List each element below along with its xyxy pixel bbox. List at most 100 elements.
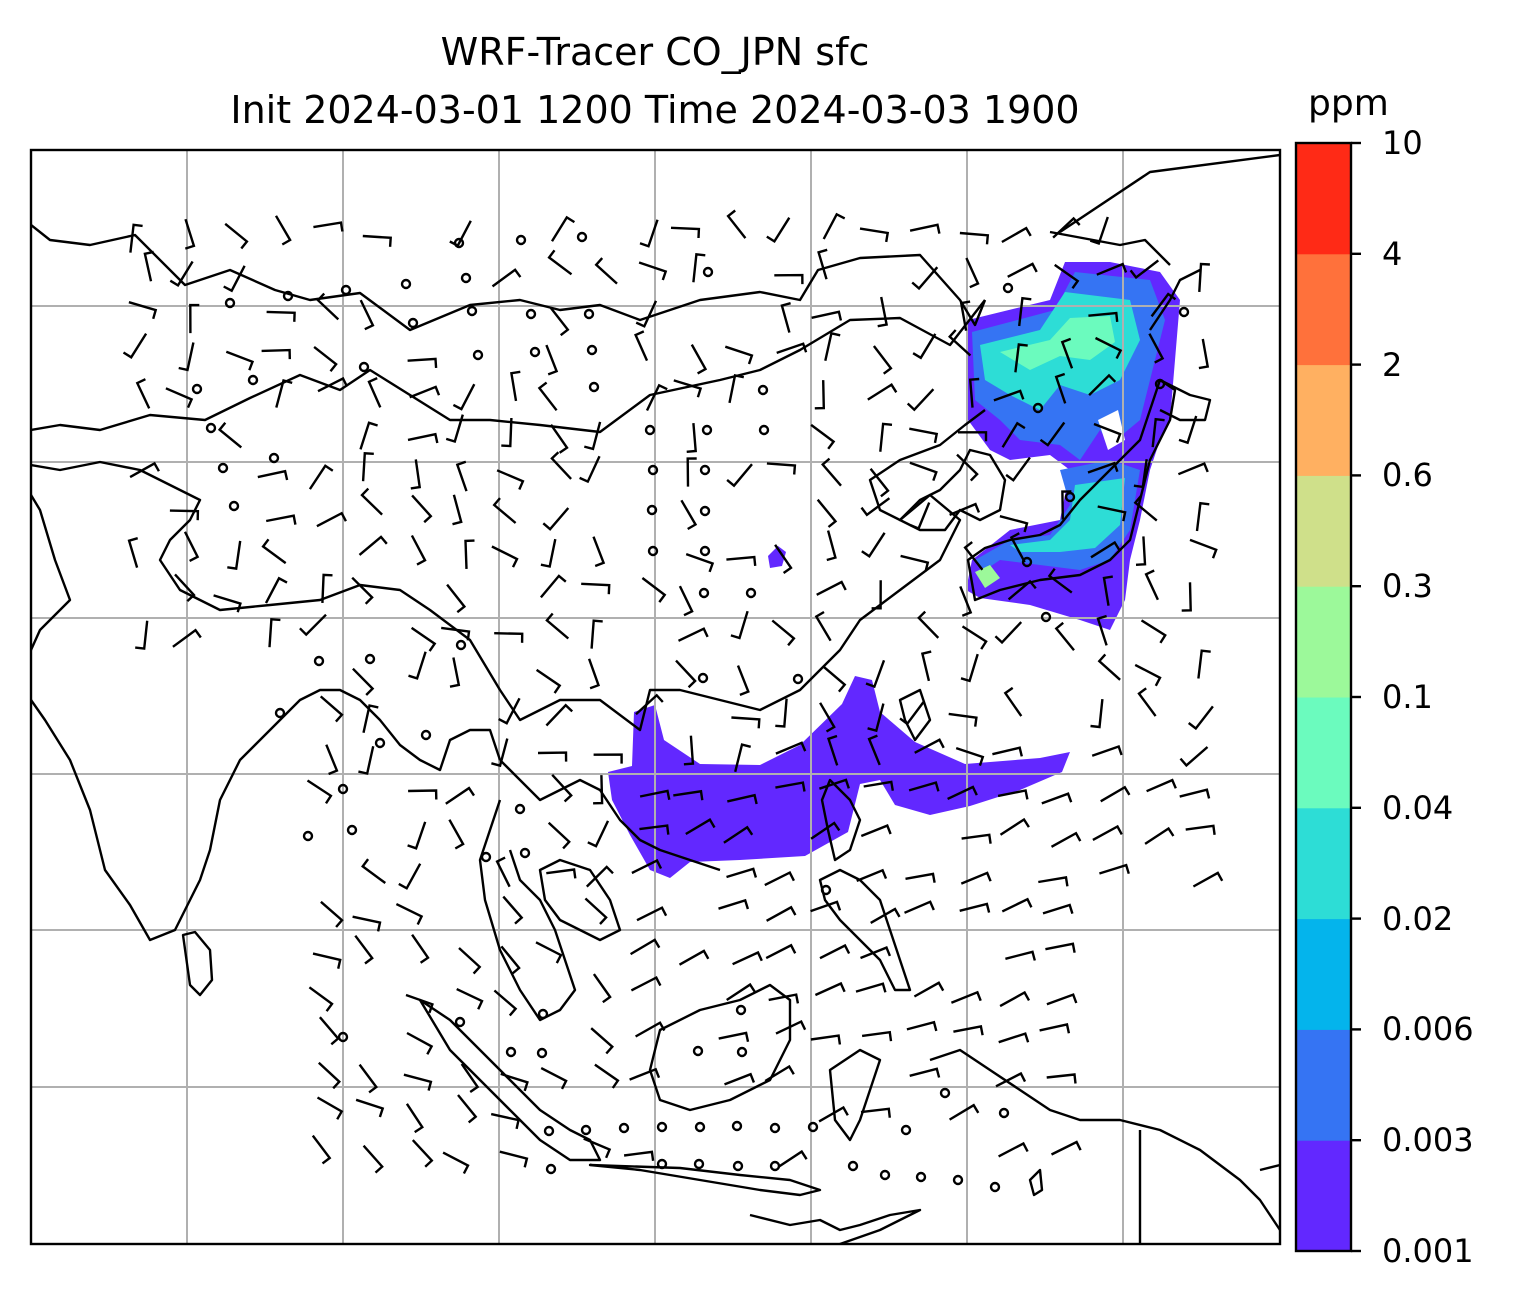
wind-barb <box>441 626 471 641</box>
wind-barb <box>456 988 484 1010</box>
calm-wind-circle <box>472 349 484 361</box>
wind-barb <box>129 223 143 253</box>
wind-barb <box>877 296 889 328</box>
wind-barb <box>690 344 708 375</box>
wind-barb <box>491 268 522 288</box>
wind-barb <box>818 1105 849 1123</box>
wind-barb <box>165 387 194 409</box>
wind-barb <box>358 535 388 556</box>
wind-barb <box>362 234 392 247</box>
wind-barb <box>316 292 340 321</box>
calm-wind-circle <box>820 884 832 896</box>
wind-barb <box>491 545 519 568</box>
wind-barb <box>1097 505 1127 522</box>
wind-barb <box>594 1063 620 1089</box>
calm-wind-circle <box>618 1122 630 1134</box>
wind-barb <box>1133 495 1158 522</box>
wind-barb <box>1001 897 1033 913</box>
wind-barb <box>959 300 971 331</box>
wind-barb <box>680 499 698 531</box>
wind-barb <box>904 900 935 914</box>
wind-barb <box>950 990 982 1004</box>
wind-barb <box>678 949 710 966</box>
wind-barb <box>406 1031 434 1055</box>
calm-wind-circle <box>989 1181 1001 1193</box>
wind-barb <box>129 461 160 479</box>
wind-barb <box>585 865 614 888</box>
wind-barb <box>411 934 430 964</box>
wind-barb <box>592 536 606 568</box>
wind-barb <box>1009 532 1026 563</box>
wind-barb <box>686 457 697 487</box>
wind-barb <box>724 1072 756 1086</box>
wind-barb <box>1003 686 1023 717</box>
wind-barb <box>959 902 991 913</box>
wind-barb <box>860 946 892 960</box>
calm-wind-circle <box>525 308 537 320</box>
wind-barb <box>169 260 194 288</box>
wind-barb <box>814 981 846 997</box>
calm-wind-circle <box>302 830 314 842</box>
calm-wind-circle <box>1154 378 1166 390</box>
wind-barb <box>1001 226 1032 244</box>
wind-barb <box>540 538 557 568</box>
wind-barb <box>1150 292 1177 318</box>
wind-barb <box>1134 663 1162 687</box>
wind-barb <box>678 585 694 617</box>
wind-barb <box>539 574 567 599</box>
wind-barb <box>909 1067 941 1078</box>
calm-wind-circle <box>515 234 527 246</box>
calm-wind-circle <box>647 545 659 557</box>
wind-barb <box>629 1067 661 1081</box>
wind-barb <box>501 417 513 448</box>
wind-barb <box>645 383 668 412</box>
wind-barb <box>360 487 383 516</box>
wind-barb <box>217 421 243 449</box>
wind-barb <box>727 793 758 805</box>
wind-barb <box>545 612 570 640</box>
calm-wind-circle <box>337 1031 349 1043</box>
wind-barb <box>961 833 992 844</box>
wind-barb <box>811 310 843 321</box>
calm-wind-circle <box>313 655 325 667</box>
wind-barb <box>917 610 940 639</box>
wind-barb <box>135 378 151 409</box>
wind-barb <box>726 867 758 879</box>
wind-barb <box>359 299 375 331</box>
wind-barb <box>492 497 517 524</box>
calm-wind-circle <box>407 317 419 329</box>
wind-barb <box>1050 831 1082 848</box>
wind-barb <box>583 421 602 451</box>
wind-barb <box>670 226 701 239</box>
wind-barb <box>780 302 791 333</box>
wind-barb <box>718 898 750 910</box>
calm-wind-circle <box>792 673 804 685</box>
wind-barb <box>407 821 427 850</box>
wind-barb <box>1187 705 1214 731</box>
wind-barb <box>460 1063 480 1093</box>
calm-wind-circle <box>769 1122 781 1134</box>
wind-barb <box>860 824 892 838</box>
wind-barb <box>998 1032 1030 1044</box>
colorbar-tick-label: 0.003 <box>1382 1121 1474 1160</box>
wind-barb <box>587 658 601 690</box>
wind-barb <box>1094 336 1123 360</box>
wind-barb <box>958 431 988 442</box>
wind-barb <box>491 738 509 768</box>
wind-barb <box>362 1144 384 1174</box>
calm-wind-circle <box>583 308 595 320</box>
calm-wind-circle <box>580 1124 592 1136</box>
calm-wind-circle <box>758 424 770 436</box>
wind-barb <box>861 1030 893 1042</box>
wind-barb <box>1088 311 1119 323</box>
calm-wind-circle <box>358 361 370 373</box>
calm-wind-circle <box>879 1169 891 1181</box>
colorbar <box>1294 141 1361 1253</box>
wind-barb <box>587 820 610 848</box>
wind-barb <box>1088 373 1117 396</box>
wind-barb <box>1039 421 1066 447</box>
wind-barb <box>407 357 438 368</box>
wind-barb <box>1144 569 1159 601</box>
wind-barb <box>494 632 524 643</box>
calm-wind-circle <box>460 272 472 284</box>
